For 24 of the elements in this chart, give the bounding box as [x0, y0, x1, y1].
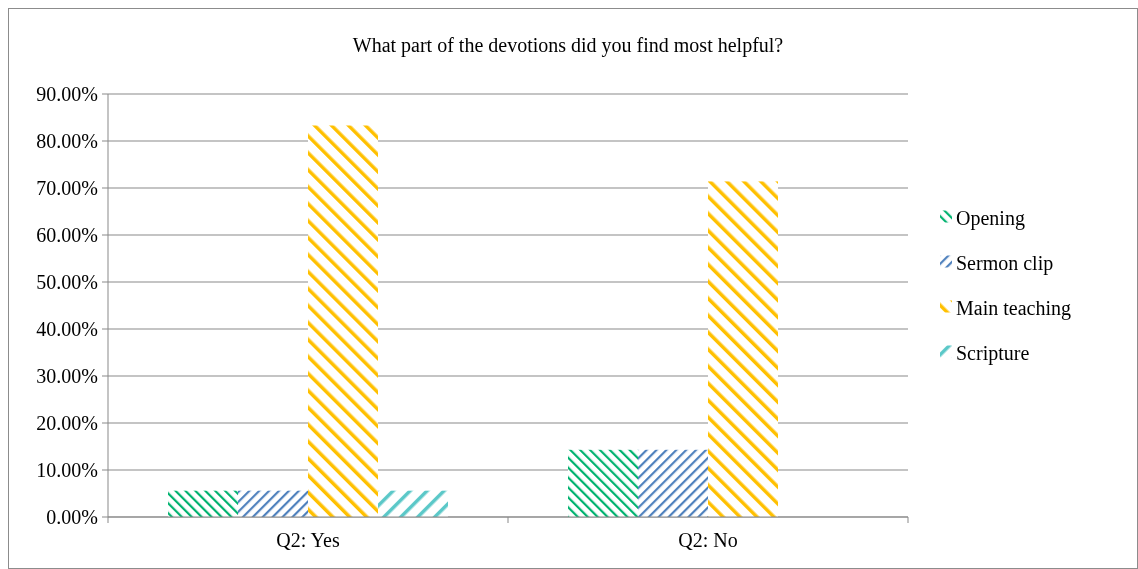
x-tick-label: Q2: Yes [276, 529, 340, 551]
bar [568, 449, 638, 517]
chart-title: What part of the devotions did you find most helpful? [352, 34, 784, 57]
y-tick-label: 40.00% [36, 318, 98, 340]
bar [238, 490, 308, 517]
bar [168, 490, 238, 517]
y-tick-label: 60.00% [36, 224, 98, 246]
y-tick-label: 0.00% [46, 506, 98, 528]
bar [378, 490, 448, 517]
legend-label: Main teaching [956, 296, 1071, 320]
y-tick-label: 20.00% [36, 412, 98, 434]
bar [308, 125, 378, 517]
legend-label: Scripture [956, 341, 1030, 365]
bar [708, 181, 778, 517]
y-tick-label: 30.00% [36, 365, 98, 387]
y-tick-label: 90.00% [36, 83, 98, 105]
y-tick-label: 70.00% [36, 177, 98, 199]
legend-label: Sermon clip [956, 251, 1054, 275]
bar [638, 449, 708, 517]
x-tick-label: Q2: No [678, 529, 738, 551]
y-tick-label: 10.00% [36, 459, 98, 481]
y-tick-label: 80.00% [36, 130, 98, 152]
y-tick-label: 50.00% [36, 271, 98, 293]
legend-label: Opening [956, 206, 1025, 230]
